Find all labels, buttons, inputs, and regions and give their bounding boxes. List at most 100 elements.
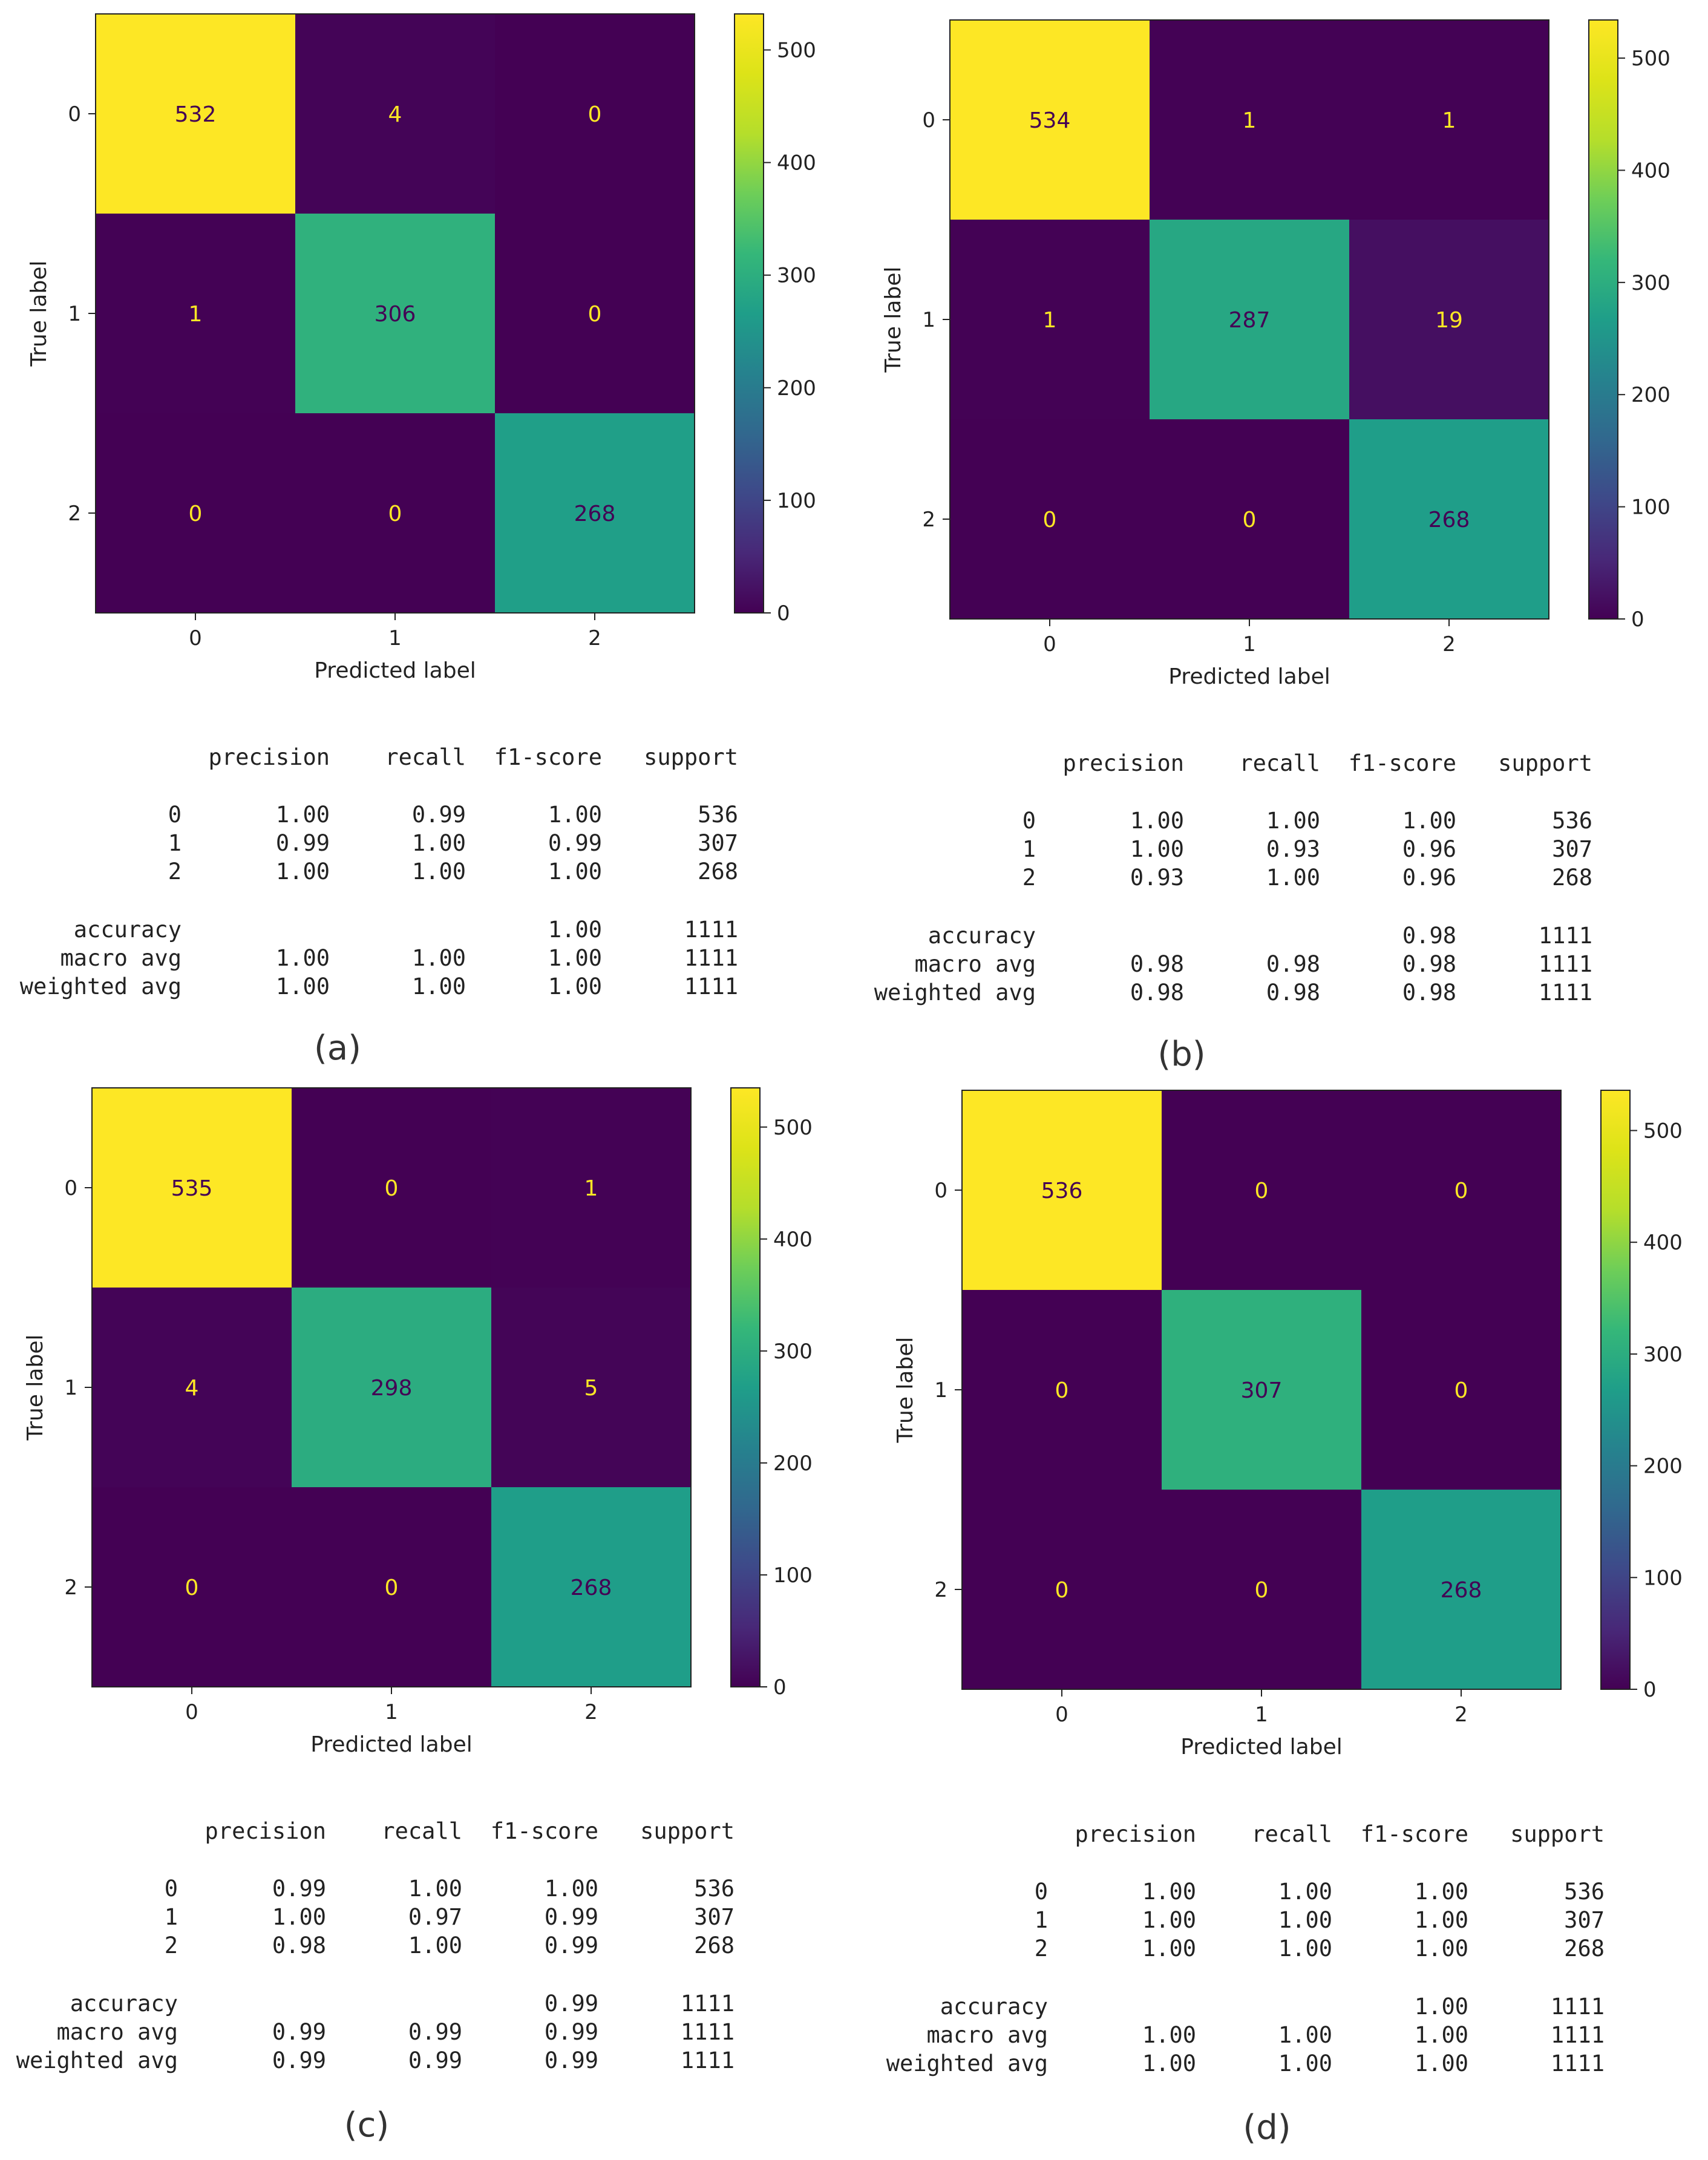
matrix-cell [1150,220,1349,419]
report-summary-label: accuracy [70,1991,178,2017]
matrix-cell [950,220,1150,419]
report-value: 1111 [1550,1994,1605,2020]
report-value: 0.99 [408,2047,462,2073]
y-tick-label: 1 [64,1376,77,1400]
y-tick-label: 1 [934,1378,947,1402]
cell-value-label: 0 [385,1176,399,1201]
report-summary-label: macro avg [914,951,1036,977]
report-value: 536 [1564,1879,1605,1905]
report-value: 1.00 [408,1933,462,1959]
report-value: 536 [694,1876,735,1902]
cell-value-label: 4 [388,102,402,127]
report-value: 1.00 [1266,808,1320,834]
y-tick-label: 0 [68,102,81,126]
matrix-cell [962,1090,1162,1290]
report-value: 1.00 [411,945,466,971]
report-row-label: 0 [168,802,182,828]
classification-report: precision recall f1-score support 0 0.99 1.00 1… [8,1818,753,2090]
matrix-cell [292,1088,491,1288]
report-value: 1.00 [1142,1879,1196,1905]
colorbar-tick-label: 400 [777,151,816,175]
report-value: 1.00 [411,859,466,885]
report-value: 1.00 [1414,1936,1468,1962]
report-value: 268 [698,859,738,885]
cell-value-label: 535 [171,1176,213,1201]
report-value: 0.99 [544,1933,598,1959]
matrix-cell [950,20,1150,220]
cell-value-label: 534 [1029,108,1071,133]
x-tick-label: 2 [584,1700,598,1724]
report-row-label: 2 [168,859,182,885]
colorbar-tick-label: 0 [773,1675,787,1700]
x-tick-label: 1 [1255,1703,1268,1727]
cell-value-label: 287 [1229,308,1271,333]
cell-value-label: 268 [1428,508,1470,532]
x-tick-label: 1 [1243,632,1256,656]
classification-report: precision recall f1-score support 0 1.00 1.00 1… [879,1821,1623,2093]
report-value: 1111 [1538,980,1592,1006]
report-value: 1.00 [408,1876,462,1902]
report-row-label: 1 [164,1904,178,1930]
report-value: 0.98 [1402,951,1456,977]
report-value: 0.99 [548,830,602,856]
report-value: 0.97 [408,1904,462,1930]
report-row-label: 2 [1034,1936,1048,1962]
x-tick-label: 1 [388,626,402,650]
colorbar [1600,1090,1631,1690]
colorbar-tick-label: 500 [1643,1119,1683,1143]
matrix-cell [1349,419,1549,619]
report-value: 1.00 [411,830,466,856]
x-axis-label: Predicted label [1180,1735,1343,1759]
report-value: 1111 [684,974,738,1000]
cell-value-label: 268 [1441,1578,1482,1603]
colorbar-tick-label: 300 [777,264,816,288]
y-tick-label: 2 [922,508,935,532]
x-tick-label: 2 [1442,632,1456,656]
matrix-cell [92,1088,292,1288]
colorbar-tick-label: 100 [773,1563,813,1588]
report-value: 0.99 [544,1904,598,1930]
matrix-cell [1162,1090,1361,1290]
matrix-cell [1162,1490,1361,1689]
x-axis-label: Predicted label [314,658,476,683]
matrix-cell [292,1288,491,1487]
report-value: 0.93 [1266,836,1320,862]
report-summary-label: weighted avg [886,2050,1048,2077]
report-value: 1.00 [548,802,602,828]
report-value: 1.00 [275,945,330,971]
cell-value-label: 0 [1055,1378,1069,1403]
cell-value-label: 0 [1255,1179,1269,1203]
report-header: precision [1062,750,1184,776]
matrix-cell [495,214,695,413]
colorbar-tick-label: 200 [777,376,816,401]
report-row-label: 0 [1022,808,1036,834]
y-tick-label: 0 [64,1176,77,1200]
matrix-cell [295,413,495,613]
matrix-cell [295,14,495,214]
cell-value-label: 0 [1454,1179,1468,1203]
report-value: 0.99 [411,802,466,828]
cell-value-label: 306 [375,302,416,327]
report-value: 1.00 [548,945,602,971]
report-header: recall [385,744,466,770]
report-header: support [644,744,738,770]
report-value: 0.98 [1266,980,1320,1006]
report-value: 0.98 [1402,980,1456,1006]
report-row-label: 2 [1022,865,1036,891]
colorbar [1588,19,1618,620]
report-value: 0.98 [272,1933,326,1959]
report-header: precision [208,744,330,770]
colorbar-tick-label: 400 [1631,159,1670,183]
matrix-cell [962,1290,1162,1490]
report-header: f1-score [1348,750,1456,776]
report-value: 0.96 [1402,865,1456,891]
report-value: 1.00 [548,917,602,943]
colorbar-tick-label: 0 [1643,1678,1657,1702]
report-value: 0.99 [544,2019,598,2045]
panel-caption: (b) [1157,1035,1206,1074]
report-summary-label: weighted avg [19,974,182,1000]
colorbar-tick-label: 200 [773,1451,813,1476]
colorbar-tick-label: 0 [1631,607,1644,632]
report-summary-label: weighted avg [16,2047,178,2073]
y-tick-label: 2 [68,502,81,526]
